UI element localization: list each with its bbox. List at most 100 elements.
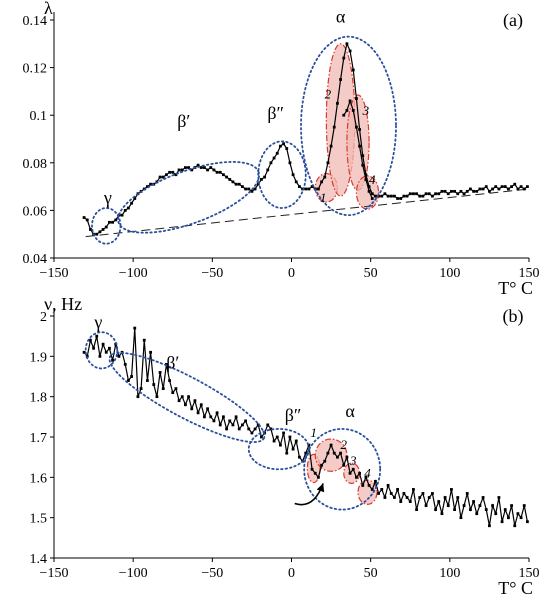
data-point xyxy=(453,508,456,511)
data-point xyxy=(441,512,444,515)
data-point xyxy=(437,192,440,195)
data-point xyxy=(380,195,383,198)
data-point xyxy=(276,436,279,439)
data-point xyxy=(241,185,244,188)
data-point xyxy=(289,161,292,164)
data-point xyxy=(384,192,387,195)
x-axis-label: T° C xyxy=(498,278,533,298)
data-point xyxy=(320,180,323,183)
data-point xyxy=(399,500,402,503)
data-point xyxy=(266,169,269,172)
data-point xyxy=(479,504,482,507)
data-point xyxy=(133,327,136,330)
data-point xyxy=(485,508,488,511)
data-point xyxy=(479,188,482,191)
data-point xyxy=(434,192,437,195)
data-point xyxy=(159,176,162,179)
data-point xyxy=(244,419,247,422)
x-tick-label: 0 xyxy=(288,266,295,281)
data-point xyxy=(358,472,361,475)
data-point xyxy=(330,444,333,447)
x-axis-label: T° C xyxy=(498,578,533,598)
panel-b: −150−100−500501001501.41.51.61.71.81.92ν… xyxy=(30,294,540,598)
data-point xyxy=(327,161,330,164)
data-point xyxy=(460,190,463,193)
y-tick-label: 1.9 xyxy=(30,350,48,365)
data-point xyxy=(235,183,238,186)
data-point xyxy=(276,152,279,155)
annotation-label: 3 xyxy=(349,453,357,468)
annotation-label: γ xyxy=(103,187,112,207)
panel-label: (a) xyxy=(503,10,523,31)
data-point xyxy=(327,452,330,455)
data-point xyxy=(209,166,212,169)
data-point xyxy=(434,508,437,511)
data-point xyxy=(298,456,301,459)
data-point xyxy=(349,50,352,53)
series-line-0 xyxy=(84,328,527,526)
data-point xyxy=(444,190,447,193)
data-point xyxy=(238,183,241,186)
data-point xyxy=(149,351,152,354)
data-point xyxy=(403,492,406,495)
data-point xyxy=(194,399,197,402)
data-point xyxy=(178,399,181,402)
data-point xyxy=(352,109,355,112)
data-point xyxy=(333,452,336,455)
data-point xyxy=(377,492,380,495)
data-point xyxy=(418,496,421,499)
data-point xyxy=(412,488,415,491)
data-point xyxy=(447,192,450,195)
data-point xyxy=(206,169,209,172)
y-tick-label: 0.06 xyxy=(23,204,48,219)
data-point xyxy=(317,476,320,479)
data-point xyxy=(124,363,127,366)
data-point xyxy=(504,185,507,188)
data-point xyxy=(374,195,377,198)
data-point xyxy=(292,173,295,176)
data-point xyxy=(396,488,399,491)
data-point xyxy=(225,428,228,431)
data-point xyxy=(273,440,276,443)
data-point xyxy=(406,496,409,499)
data-point xyxy=(355,97,358,100)
region-β′ xyxy=(101,339,274,456)
data-point xyxy=(510,185,513,188)
x-tick-label: −150 xyxy=(40,266,69,281)
data-point xyxy=(472,190,475,193)
data-point xyxy=(130,202,133,205)
data-point xyxy=(352,69,355,72)
data-point xyxy=(494,185,497,188)
data-point xyxy=(491,188,494,191)
data-point xyxy=(102,343,105,346)
data-point xyxy=(428,496,431,499)
data-point xyxy=(140,387,143,390)
data-point xyxy=(415,192,418,195)
annotation-label: 2 xyxy=(325,87,332,102)
data-point xyxy=(86,219,89,222)
data-point xyxy=(228,419,231,422)
data-point xyxy=(282,432,285,435)
data-point xyxy=(260,178,263,181)
data-point xyxy=(418,195,421,198)
data-point xyxy=(447,504,450,507)
data-point xyxy=(285,452,288,455)
annotation-label: α xyxy=(336,6,346,26)
data-point xyxy=(501,520,504,523)
data-point xyxy=(105,351,108,354)
data-point xyxy=(171,171,174,174)
data-point xyxy=(108,221,111,224)
data-point xyxy=(92,347,95,350)
x-tick-label: −50 xyxy=(201,566,223,581)
x-tick-label: −150 xyxy=(40,566,69,581)
data-point xyxy=(279,444,282,447)
data-point xyxy=(488,190,491,193)
data-point xyxy=(99,355,102,358)
data-point xyxy=(181,395,184,398)
data-point xyxy=(472,500,475,503)
data-point xyxy=(89,228,92,231)
data-point xyxy=(311,468,314,471)
data-point xyxy=(219,171,222,174)
data-point xyxy=(387,484,390,487)
data-point xyxy=(168,379,171,382)
